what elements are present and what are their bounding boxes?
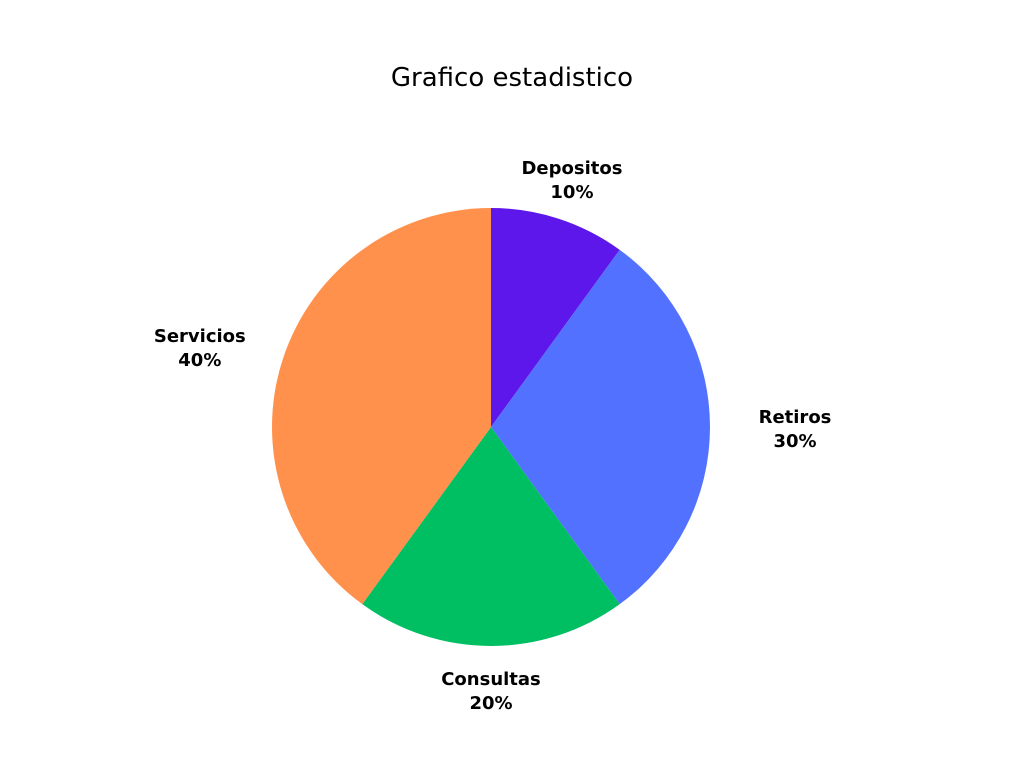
slice-value-servicios: 40% — [178, 350, 221, 371]
pie-slice-servicios — [272, 208, 491, 605]
pie-labels: Depositos 10% Retiros 30% Consultas 20% Servic… — [154, 158, 832, 714]
pie-slice-consultas — [362, 427, 620, 646]
slice-label-servicios: Servicios — [154, 326, 246, 347]
slice-label-consultas: Consultas — [441, 669, 541, 690]
slice-value-retiros: 30% — [773, 431, 816, 452]
slice-value-depositos: 10% — [550, 182, 593, 203]
slice-label-depositos: Depositos — [521, 158, 622, 179]
pie-slice-retiros — [491, 249, 710, 605]
slice-value-consultas: 20% — [469, 693, 512, 714]
pie-slice-depositos — [491, 208, 620, 427]
slice-label-retiros: Retiros — [759, 407, 832, 428]
chart-title: Grafico estadistico — [391, 63, 633, 93]
pie-slices — [272, 208, 710, 646]
